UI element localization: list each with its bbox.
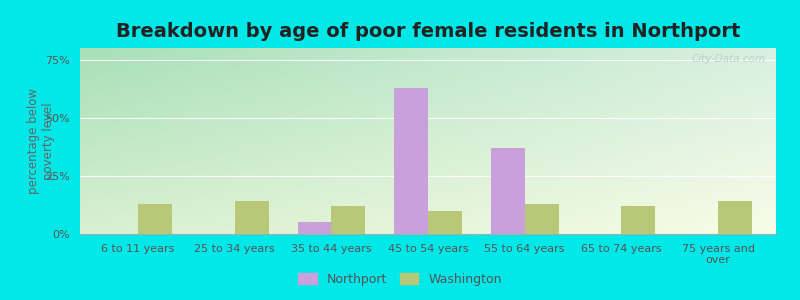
Bar bbox=[622, 206, 655, 234]
Bar bbox=[234, 202, 269, 234]
Bar bbox=[298, 222, 331, 234]
Text: City-Data.com: City-Data.com bbox=[691, 54, 766, 64]
Bar bbox=[525, 204, 558, 234]
Bar bbox=[394, 88, 428, 234]
Bar bbox=[491, 148, 525, 234]
Y-axis label: percentage below
poverty level: percentage below poverty level bbox=[27, 88, 55, 194]
Bar bbox=[138, 204, 172, 234]
Title: Breakdown by age of poor female residents in Northport: Breakdown by age of poor female resident… bbox=[116, 22, 740, 41]
Bar bbox=[718, 202, 752, 234]
Bar bbox=[428, 211, 462, 234]
Legend: Northport, Washington: Northport, Washington bbox=[293, 268, 507, 291]
Bar bbox=[331, 206, 365, 234]
